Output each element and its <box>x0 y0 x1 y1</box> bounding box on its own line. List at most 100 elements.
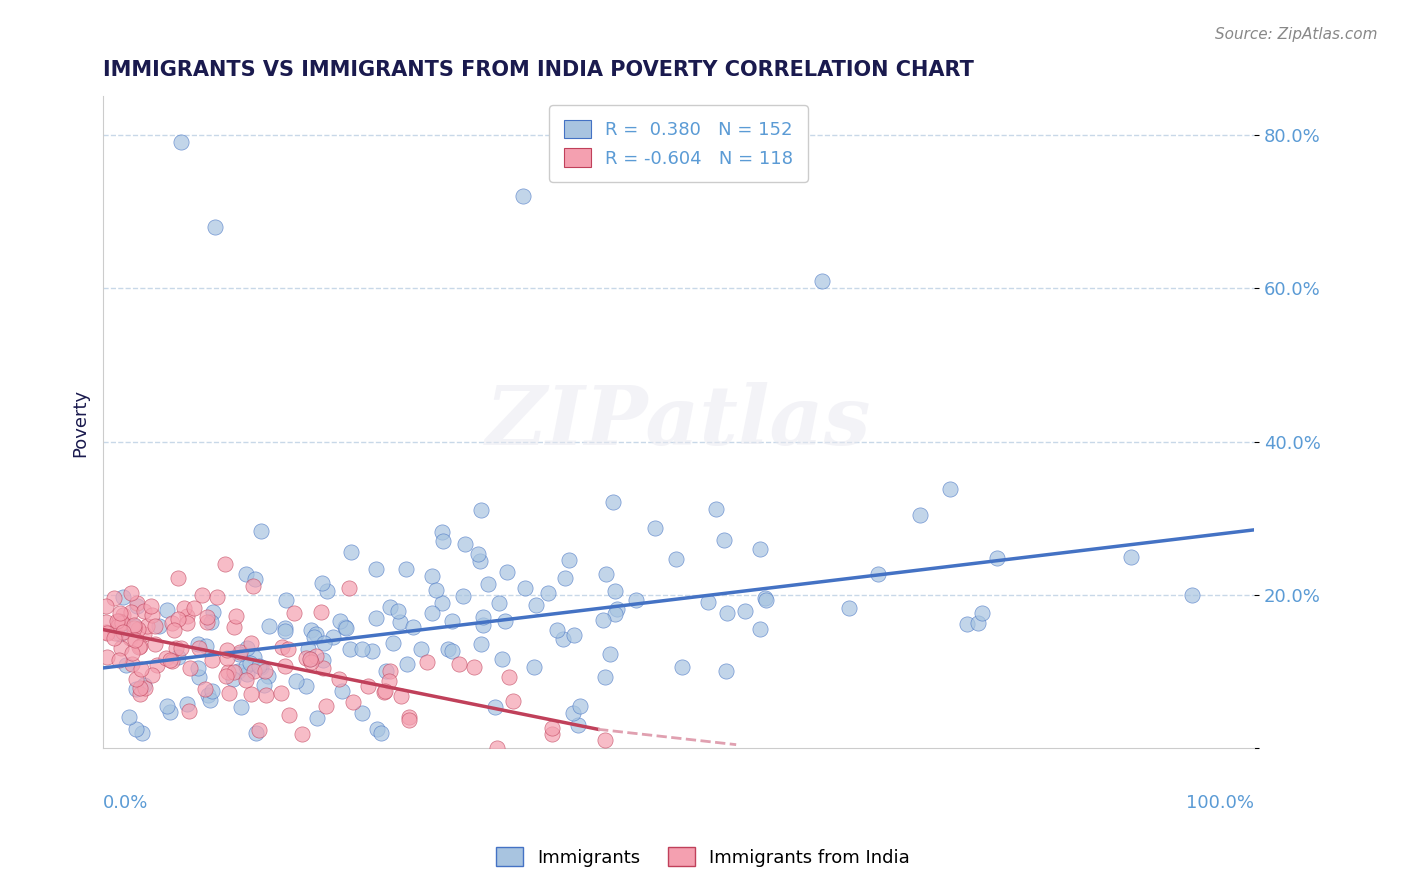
Immigrants <box>599 647 621 661</box>
Immigrants <box>495 565 517 579</box>
Immigrants from India <box>124 617 146 632</box>
Immigrants from India <box>96 624 118 639</box>
Immigrants from India <box>277 642 299 657</box>
Immigrants from India <box>239 636 262 650</box>
Immigrants <box>402 620 425 634</box>
Immigrants <box>322 630 344 644</box>
Immigrants <box>470 637 492 651</box>
Immigrants from India <box>132 604 155 618</box>
Immigrants <box>477 576 499 591</box>
Immigrants <box>311 653 333 667</box>
Immigrants <box>624 593 647 607</box>
Immigrants from India <box>127 623 149 637</box>
Immigrants from India <box>96 626 118 640</box>
Immigrants from India <box>179 705 201 719</box>
Immigrants from India <box>254 664 277 678</box>
Immigrants <box>236 641 259 656</box>
Immigrants <box>366 722 388 736</box>
Immigrants <box>567 717 589 731</box>
Immigrants from India <box>134 681 156 695</box>
Immigrants from India <box>143 619 166 633</box>
Immigrants <box>453 589 475 603</box>
Immigrants <box>420 569 443 583</box>
Immigrants from India <box>108 614 131 628</box>
Immigrants from India <box>502 693 524 707</box>
Immigrants <box>350 706 373 721</box>
Immigrants <box>243 572 266 586</box>
Immigrants from India <box>485 741 508 756</box>
Immigrants <box>440 614 463 628</box>
Immigrants <box>299 623 322 637</box>
Immigrants from India <box>191 588 214 602</box>
Immigrants <box>811 274 834 288</box>
Immigrants from India <box>141 607 163 622</box>
Immigrants from India <box>104 625 127 640</box>
Immigrants <box>330 684 353 698</box>
Y-axis label: Poverty: Poverty <box>72 388 89 457</box>
Immigrants <box>284 673 307 688</box>
Text: ZIPatlas: ZIPatlas <box>486 383 872 462</box>
Immigrants from India <box>270 686 292 700</box>
Immigrants <box>366 611 388 625</box>
Immigrants from India <box>128 640 150 654</box>
Immigrants <box>132 678 155 692</box>
Immigrants <box>159 705 181 719</box>
Immigrants from India <box>294 651 316 665</box>
Immigrants <box>226 664 249 678</box>
Immigrants <box>339 641 361 656</box>
Immigrants <box>312 635 335 649</box>
Immigrants from India <box>194 681 217 696</box>
Immigrants <box>440 644 463 658</box>
Immigrants from India <box>187 640 209 655</box>
Immigrants <box>305 627 328 641</box>
Immigrants <box>967 615 990 630</box>
Immigrants <box>197 688 219 702</box>
Immigrants <box>755 593 778 607</box>
Immigrants from India <box>398 710 420 724</box>
Immigrants from India <box>377 673 399 688</box>
Immigrants <box>198 693 221 707</box>
Immigrants from India <box>309 605 332 619</box>
Immigrants <box>704 502 727 516</box>
Immigrants from India <box>541 721 564 735</box>
Immigrants <box>250 524 273 538</box>
Text: 0.0%: 0.0% <box>103 794 149 812</box>
Immigrants <box>370 726 392 740</box>
Immigrants <box>200 615 222 629</box>
Immigrants <box>593 670 616 684</box>
Immigrants <box>374 664 396 678</box>
Immigrants <box>536 585 558 599</box>
Immigrants from India <box>222 620 245 634</box>
Immigrants from India <box>342 695 364 709</box>
Immigrants <box>131 726 153 740</box>
Immigrants from India <box>146 657 169 672</box>
Immigrants <box>470 554 492 568</box>
Immigrants from India <box>378 664 401 678</box>
Immigrants <box>467 547 489 561</box>
Immigrants <box>236 667 259 681</box>
Immigrants from India <box>167 612 190 626</box>
Immigrants from India <box>278 707 301 722</box>
Immigrants <box>202 605 225 619</box>
Immigrants <box>437 642 460 657</box>
Immigrants <box>360 643 382 657</box>
Immigrants <box>114 657 136 672</box>
Text: IMMIGRANTS VS IMMIGRANTS FROM INDIA POVERTY CORRELATION CHART: IMMIGRANTS VS IMMIGRANTS FROM INDIA POVE… <box>103 60 974 79</box>
Immigrants <box>350 642 373 657</box>
Immigrants <box>340 544 363 558</box>
Immigrants <box>302 630 325 644</box>
Immigrants from India <box>103 591 125 606</box>
Immigrants <box>488 596 510 610</box>
Immigrants <box>167 649 190 664</box>
Immigrants <box>513 581 536 595</box>
Immigrants from India <box>110 615 132 630</box>
Immigrants from India <box>129 662 152 676</box>
Immigrants <box>568 699 591 714</box>
Immigrants from India <box>120 605 142 619</box>
Immigrants from India <box>291 727 314 741</box>
Immigrants from India <box>215 669 238 683</box>
Immigrants <box>472 610 495 624</box>
Immigrants <box>561 706 583 721</box>
Immigrants <box>274 621 297 635</box>
Immigrants from India <box>254 688 277 702</box>
